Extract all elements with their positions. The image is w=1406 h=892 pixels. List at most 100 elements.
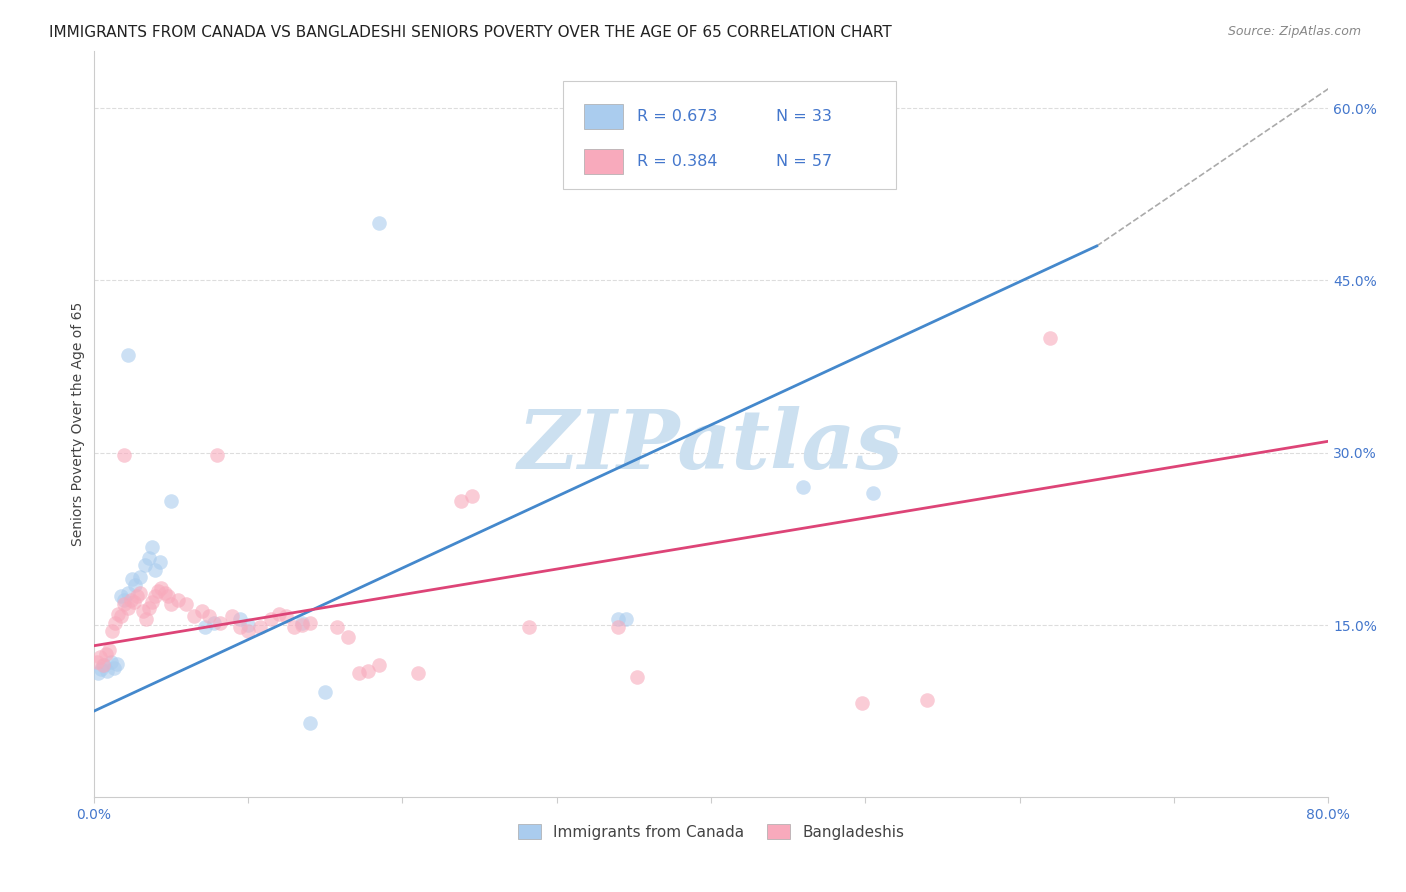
Point bbox=[114, 592, 136, 607]
Point bbox=[236, 624, 259, 638]
Text: ZIPatlas: ZIPatlas bbox=[519, 407, 904, 486]
Point bbox=[90, 662, 112, 676]
Point bbox=[190, 604, 212, 618]
Text: N = 33: N = 33 bbox=[776, 109, 832, 124]
Point bbox=[229, 620, 252, 634]
Point bbox=[132, 604, 155, 618]
Point bbox=[124, 578, 146, 592]
Point bbox=[337, 630, 360, 644]
Point bbox=[89, 650, 111, 665]
FancyBboxPatch shape bbox=[583, 103, 623, 129]
Legend: Immigrants from Canada, Bangladeshis: Immigrants from Canada, Bangladeshis bbox=[512, 818, 910, 846]
Text: R = 0.673: R = 0.673 bbox=[637, 109, 717, 124]
Point bbox=[915, 693, 938, 707]
Point bbox=[607, 620, 630, 634]
Point bbox=[143, 563, 166, 577]
Point bbox=[260, 612, 283, 626]
Point bbox=[1039, 331, 1062, 345]
Y-axis label: Seniors Poverty Over the Age of 65: Seniors Poverty Over the Age of 65 bbox=[72, 301, 86, 546]
Point bbox=[517, 620, 540, 634]
Point bbox=[221, 608, 243, 623]
Point bbox=[607, 612, 630, 626]
Point bbox=[107, 607, 129, 621]
Point bbox=[298, 715, 321, 730]
Point bbox=[229, 612, 252, 626]
Point bbox=[236, 618, 259, 632]
Point bbox=[117, 600, 139, 615]
Point bbox=[198, 608, 221, 623]
Point bbox=[121, 572, 143, 586]
Point bbox=[851, 696, 873, 710]
Point bbox=[156, 590, 179, 604]
Point bbox=[87, 666, 110, 681]
Point bbox=[104, 615, 127, 630]
Point bbox=[174, 598, 197, 612]
Text: N = 57: N = 57 bbox=[776, 153, 832, 169]
Point bbox=[105, 657, 128, 672]
Point bbox=[117, 348, 139, 362]
FancyBboxPatch shape bbox=[562, 80, 896, 189]
Point bbox=[135, 612, 157, 626]
Point bbox=[460, 490, 482, 504]
Point bbox=[283, 620, 305, 634]
Point bbox=[626, 670, 648, 684]
Point bbox=[249, 620, 271, 634]
Text: IMMIGRANTS FROM CANADA VS BANGLADESHI SENIORS POVERTY OVER THE AGE OF 65 CORRELA: IMMIGRANTS FROM CANADA VS BANGLADESHI SE… bbox=[49, 25, 891, 40]
Point bbox=[134, 558, 156, 573]
Point bbox=[143, 590, 166, 604]
Point bbox=[314, 685, 336, 699]
Point bbox=[357, 664, 380, 678]
Point bbox=[291, 618, 314, 632]
Text: R = 0.384: R = 0.384 bbox=[637, 153, 717, 169]
Point bbox=[614, 612, 637, 626]
Point bbox=[792, 480, 814, 494]
Point bbox=[110, 590, 132, 604]
Point bbox=[114, 598, 136, 612]
Point bbox=[368, 216, 391, 230]
Point bbox=[159, 598, 181, 612]
Point bbox=[276, 608, 298, 623]
Point bbox=[153, 586, 176, 600]
Point bbox=[862, 486, 884, 500]
Point bbox=[450, 494, 472, 508]
Point bbox=[93, 658, 115, 673]
Point bbox=[298, 615, 321, 630]
Point bbox=[128, 586, 150, 600]
Point bbox=[101, 624, 124, 638]
Point bbox=[100, 655, 122, 669]
Point bbox=[117, 586, 139, 600]
Point bbox=[138, 551, 160, 566]
Point bbox=[138, 600, 160, 615]
Point bbox=[194, 620, 217, 634]
Point bbox=[141, 595, 163, 609]
Point bbox=[347, 666, 370, 681]
Point bbox=[125, 590, 148, 604]
Point bbox=[406, 666, 429, 681]
Point bbox=[91, 658, 114, 673]
Point bbox=[205, 448, 228, 462]
Text: Source: ZipAtlas.com: Source: ZipAtlas.com bbox=[1227, 25, 1361, 38]
Point bbox=[110, 608, 132, 623]
Point bbox=[183, 608, 205, 623]
Point bbox=[202, 615, 225, 630]
Point bbox=[267, 607, 290, 621]
Point bbox=[291, 615, 314, 630]
Point bbox=[159, 494, 181, 508]
Point bbox=[141, 540, 163, 554]
FancyBboxPatch shape bbox=[583, 148, 623, 174]
Point bbox=[167, 592, 190, 607]
Point bbox=[86, 655, 108, 669]
Point bbox=[103, 660, 125, 674]
Point bbox=[122, 595, 145, 609]
Point bbox=[150, 582, 173, 596]
Point bbox=[326, 620, 349, 634]
Point bbox=[94, 647, 117, 661]
Point bbox=[148, 583, 170, 598]
Point bbox=[149, 555, 172, 569]
Point bbox=[128, 570, 150, 584]
Point bbox=[368, 658, 391, 673]
Point bbox=[209, 615, 232, 630]
Point bbox=[120, 592, 142, 607]
Point bbox=[96, 664, 118, 678]
Point bbox=[98, 643, 121, 657]
